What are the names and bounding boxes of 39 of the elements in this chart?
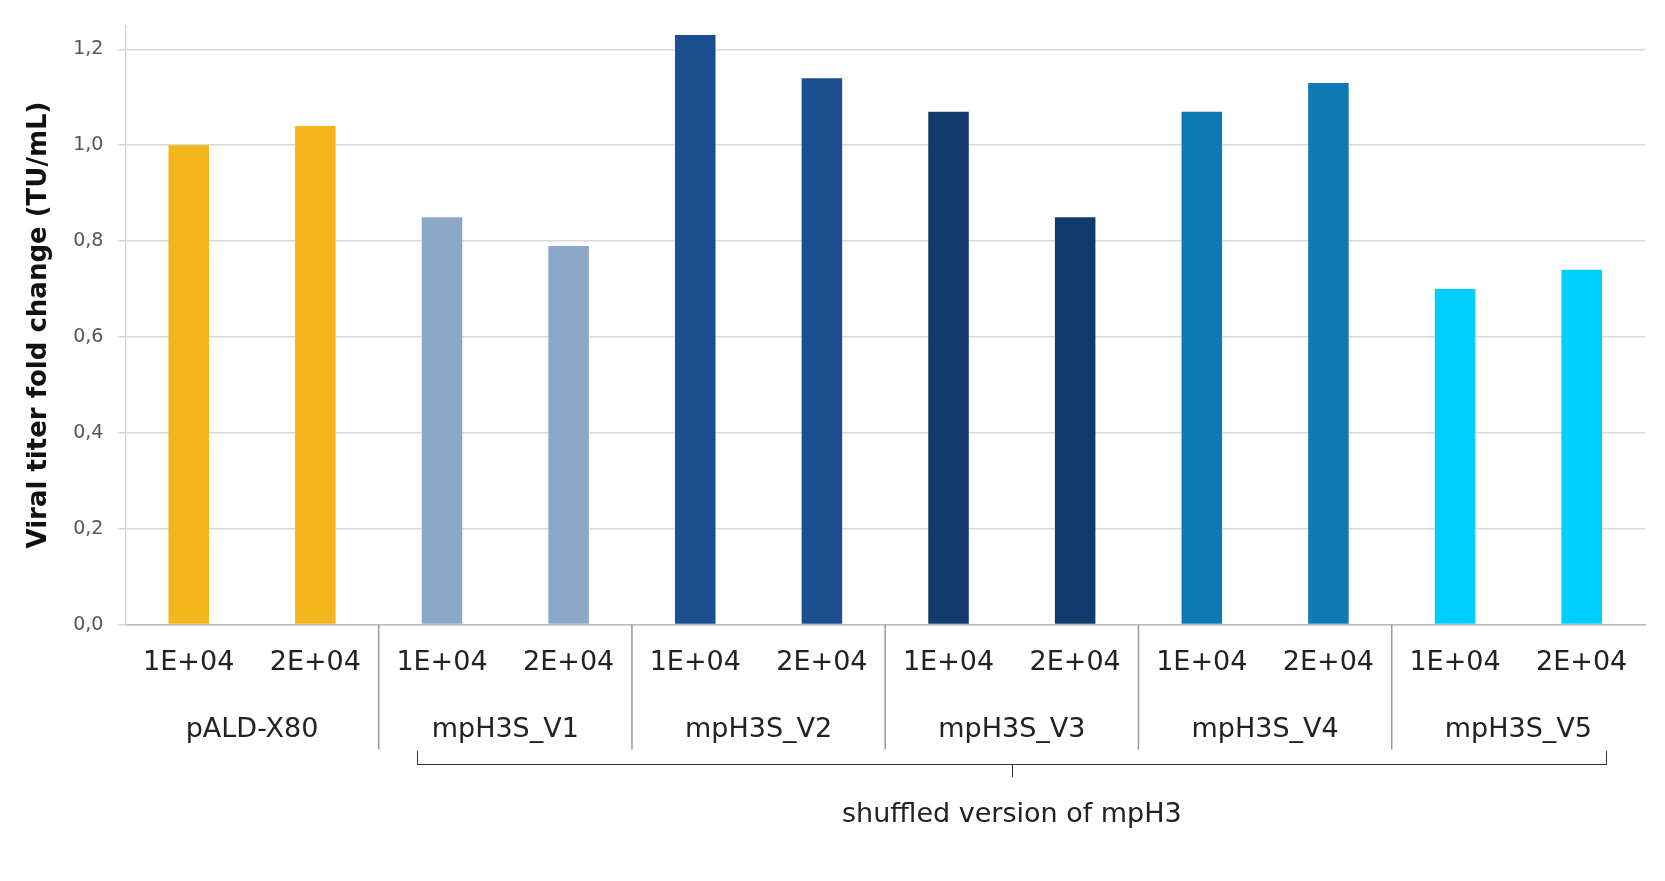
bar xyxy=(548,245,589,624)
bar xyxy=(675,34,716,624)
bar xyxy=(168,145,209,624)
y-tick-label: 1,2 xyxy=(73,36,104,59)
y-tick-label: 0,8 xyxy=(73,228,104,251)
x-tick-label: 1E+04 xyxy=(902,644,995,676)
y-tick-label: 0,2 xyxy=(73,515,104,538)
x-tick-label: 1E+04 xyxy=(143,644,235,676)
text: pALD-X80 xyxy=(185,711,319,743)
bar xyxy=(1561,269,1602,624)
x-tick-label: 2E+04 xyxy=(1536,644,1628,676)
bar xyxy=(1054,217,1096,624)
y-tick-label: 0,6 xyxy=(73,323,104,346)
x-tick-label: 2E+04 xyxy=(1029,644,1121,676)
y-axis-title: Viral titer fold change (TU/mL) xyxy=(22,101,53,549)
text: mpH3S_V2 xyxy=(684,711,833,743)
text: shuffled version of mpH3 xyxy=(841,796,1182,828)
y-tick-label: 0,4 xyxy=(73,419,104,442)
text: mpH3S_V3 xyxy=(938,711,1086,743)
bar xyxy=(1181,111,1223,624)
x-tick-label: 1E+04 xyxy=(396,644,488,676)
bar xyxy=(801,78,843,624)
bar xyxy=(1308,82,1349,624)
x-tick-label: 2E+04 xyxy=(776,644,868,676)
x-tick-label: 1E+04 xyxy=(1156,644,1248,676)
bar xyxy=(421,217,463,624)
bar xyxy=(928,111,969,624)
text: mpH3S_V1 xyxy=(431,711,579,743)
x-tick-label: 2E+04 xyxy=(523,644,615,676)
text: mpH3S_V5 xyxy=(1444,711,1592,743)
y-tick-label: 0,0 xyxy=(73,611,104,634)
text: mpH3S_V4 xyxy=(1191,711,1339,743)
x-tick-label: 1E+04 xyxy=(1409,644,1501,676)
y-tick-label: 1,0 xyxy=(73,132,104,155)
bar xyxy=(295,126,336,624)
x-tick-label: 2E+04 xyxy=(269,644,361,676)
x-tick-label: 2E+04 xyxy=(1282,644,1375,676)
bar xyxy=(1434,289,1476,624)
x-tick-label: 1E+04 xyxy=(649,644,741,676)
